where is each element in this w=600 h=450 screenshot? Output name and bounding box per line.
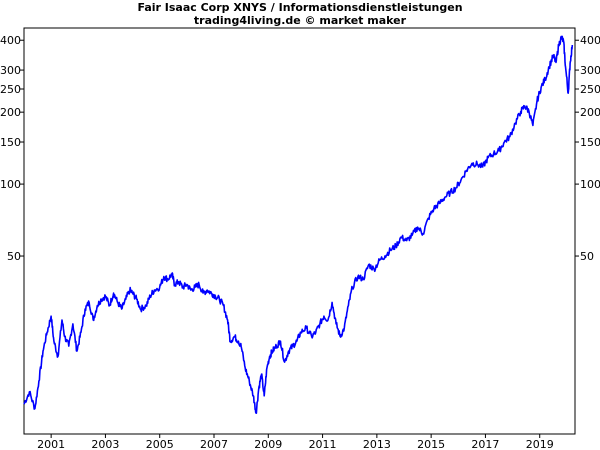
x-tick-label: 2015 — [417, 438, 445, 450]
y-axis-left: 50 100 150 200 250 300 400 — [0, 34, 24, 263]
y-tick-label-right: 50 — [580, 250, 594, 263]
x-tick-label: 2019 — [526, 438, 554, 450]
y-tick-label-right: 300 — [580, 64, 600, 77]
x-tick-label: 2011 — [309, 438, 337, 450]
x-tick-label: 2017 — [471, 438, 499, 450]
y-tick-label-left: 200 — [0, 106, 21, 119]
y-tick-label-left: 100 — [0, 178, 21, 191]
y-tick-label-left: 150 — [0, 136, 21, 149]
chart-subtitle: trading4living.de © market maker — [194, 14, 407, 27]
price-series-line — [23, 35, 574, 414]
x-tick-label: 2013 — [363, 438, 391, 450]
x-tick-label: 2007 — [200, 438, 228, 450]
y-axis-right: 50 100 150 200 250 300 400 — [575, 34, 600, 263]
x-tick-label: 2003 — [91, 438, 119, 450]
y-tick-label-right: 100 — [580, 178, 600, 191]
x-axis: 2001 2003 2005 2007 2009 2011 2013 2015 2017 2019 — [37, 434, 554, 450]
y-tick-label-left: 250 — [0, 83, 21, 96]
y-tick-label-right: 250 — [580, 83, 600, 96]
y-tick-label-right: 400 — [580, 34, 600, 47]
x-tick-label: 2009 — [254, 438, 282, 450]
y-tick-label-left: 300 — [0, 64, 21, 77]
x-tick-label: 2005 — [146, 438, 174, 450]
x-tick-label: 2001 — [37, 438, 65, 450]
chart-title: Fair Isaac Corp XNYS / Informationsdiens… — [137, 1, 462, 14]
y-tick-label-left: 400 — [0, 34, 21, 47]
plot-area — [23, 27, 576, 435]
y-tick-label-left: 50 — [7, 250, 21, 263]
y-tick-label-right: 150 — [580, 136, 600, 149]
y-tick-label-right: 200 — [580, 106, 600, 119]
